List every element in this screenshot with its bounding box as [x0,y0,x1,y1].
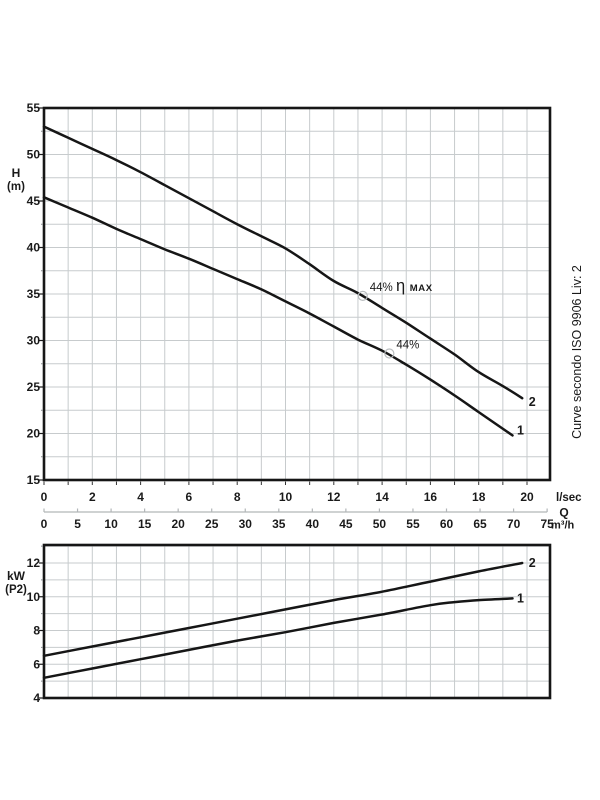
x-tick-label-m3h: 75 [540,517,554,531]
side-note: Curve secondo ISO 9906 Liv: 2 [570,265,584,439]
ylabel-power: kW [7,569,26,583]
x-tick-label-m3h: 0 [41,517,48,531]
y-tick-label-head: 50 [27,148,41,162]
curve-1-power [42,597,514,680]
axis-unit-m3h: m³/h [551,520,575,532]
x-tick-label-m3h: 70 [507,517,521,531]
x-tick-label-lsec: 4 [137,490,144,504]
y-tick-label-head: 40 [27,241,41,255]
efficiency-marker-curve-2 [357,290,368,301]
x-tick-label-m3h: 40 [306,517,320,531]
x-tick-label-m3h: 10 [104,517,118,531]
curve-label-1-head: 1 [517,423,524,437]
x-tick-label-lsec: 16 [424,490,438,504]
y-tick-label-head: 20 [27,427,41,441]
ylabel-unit-power: (P2) [5,584,27,596]
x-tick-label-lsec: 6 [186,490,193,504]
y-tick-label-power: 12 [27,556,41,570]
efficiency-marker-curve-1 [384,348,395,359]
curve-label-2-power: 2 [529,556,536,570]
x-tick-label-lsec: 10 [279,490,293,504]
efficiency-label-curve-1: 44% [396,340,419,352]
ylabel-unit-head: (m) [7,181,25,193]
x-tick-label-m3h: 15 [138,517,152,531]
x-tick-label-lsec: 2 [89,490,96,504]
y-tick-label-power: 4 [33,691,40,705]
x-tick-label-lsec: 0 [41,490,48,504]
ylabel-head: H [12,166,21,180]
plot-frame-power [42,543,552,700]
x-tick-label-m3h: 45 [339,517,353,531]
x-tick-label-lsec: 14 [375,490,389,504]
y-tick-label-head: 35 [27,287,41,301]
y-tick-label-power: 8 [33,624,40,638]
x-tick-label-lsec: 8 [234,490,241,504]
x-tick-label-m3h: 65 [473,517,487,531]
curve-label-2-head: 2 [529,395,536,409]
axis-quantity-q: Q [559,506,568,520]
y-tick-label-head: 55 [27,101,41,115]
plot-frame-head [42,106,552,482]
x-tick-label-lsec: 18 [472,490,486,504]
y-tick-label-power: 6 [33,657,40,671]
efficiency-label-curve-2: 44% η MAX [370,277,433,295]
x-tick-label-m3h: 35 [272,517,286,531]
x-tick-label-m3h: 20 [171,517,185,531]
y-tick-label-power: 10 [27,590,41,604]
x-tick-label-m3h: 30 [239,517,253,531]
x-tick-label-m3h: 25 [205,517,219,531]
y-tick-label-head: 25 [27,380,41,394]
curve-1-head [42,196,514,437]
x-tick-label-m3h: 55 [406,517,420,531]
x-tick-label-lsec: 20 [520,490,534,504]
curve-2-head [42,125,524,400]
curve-label-1-power: 1 [517,591,524,605]
x-tick-label-m3h: 60 [440,517,454,531]
axis-unit-lsec: l/sec [556,492,582,504]
x-tick-label-lsec: 12 [327,490,341,504]
y-tick-label-head: 30 [27,334,41,348]
y-tick-label-head: 15 [27,473,41,487]
x-tick-label-m3h: 50 [373,517,387,531]
y-tick-label-head: 45 [27,194,41,208]
x-tick-label-m3h: 5 [74,517,81,531]
curve-2-power [42,561,524,658]
